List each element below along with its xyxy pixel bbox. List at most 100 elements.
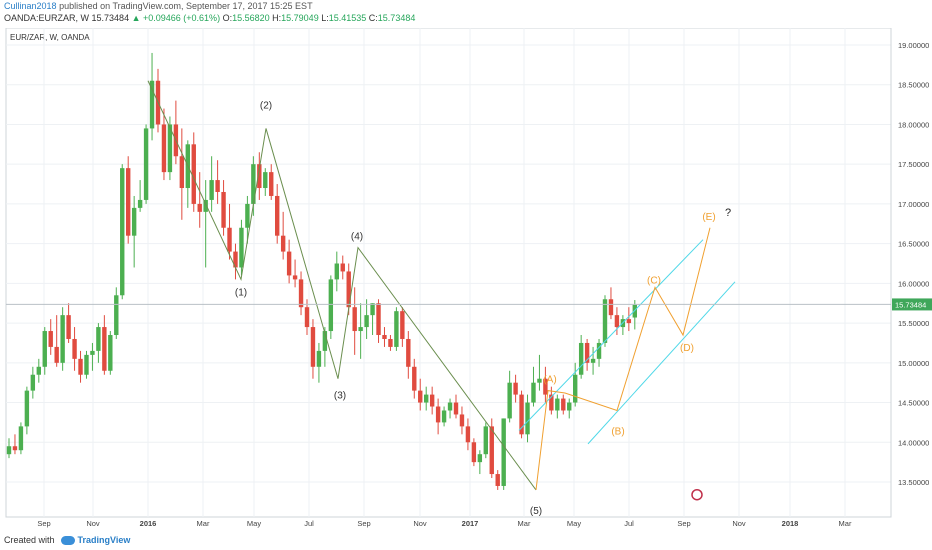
candles: [6, 52, 637, 490]
candle: [537, 354, 542, 391]
y-tick-label: 19.00000: [898, 41, 929, 50]
price-axis[interactable]: 13.50000 14.00000 14.50000 15.00000 15.50000…: [890, 28, 929, 517]
candle: [489, 418, 494, 479]
time-axis[interactable]: Sep Nov 2016 Mar May Jul Sep Nov 2017 Mar May Jul Se…: [37, 519, 852, 528]
candle: [435, 398, 441, 435]
candle-body: [376, 303, 381, 336]
candle: [12, 434, 18, 455]
candle: [614, 307, 620, 336]
tradingview-brand[interactable]: TradingView: [77, 535, 131, 545]
candle-body: [549, 394, 554, 411]
candle-body: [441, 410, 447, 423]
candle: [519, 390, 524, 439]
candle-body: [304, 307, 310, 328]
candle: [578, 335, 584, 379]
candle: [72, 327, 77, 371]
candle: [114, 287, 119, 339]
y-tick-label: 16.00000: [898, 279, 929, 288]
x-tick-label: Sep: [357, 519, 370, 528]
y-tick-label: 17.50000: [898, 160, 929, 169]
candle: [561, 394, 566, 415]
last-price-marker: 15.73484: [6, 298, 932, 311]
candle-body: [406, 338, 411, 367]
candle-body: [561, 398, 566, 411]
candle-body: [316, 350, 322, 367]
candle: [143, 124, 149, 204]
candle: [78, 350, 83, 383]
x-tick-label: May: [247, 519, 261, 528]
close-label: C:: [368, 13, 378, 23]
open-value: 15.56820: [232, 13, 270, 23]
candle-body: [120, 168, 125, 296]
candle-body: [114, 295, 119, 336]
candle-body: [418, 390, 423, 403]
candle: [406, 331, 411, 379]
last-price: 15.73484: [91, 13, 130, 23]
candle-body: [483, 426, 488, 455]
candle-body: [501, 418, 506, 486]
candle-body: [149, 80, 155, 129]
candle-body: [292, 275, 298, 280]
candle-body: [614, 315, 620, 328]
candle: [382, 327, 387, 347]
candle: [257, 152, 262, 200]
question-mark: ?: [725, 207, 731, 219]
impulse-wave-line: [147, 80, 537, 491]
candle-body: [435, 406, 441, 423]
candle: [280, 211, 286, 260]
x-tick-label: May: [567, 519, 581, 528]
candle-body: [495, 474, 500, 486]
candle-body: [245, 203, 250, 228]
candle-body: [382, 335, 387, 339]
candle-body: [453, 402, 459, 415]
candle-body: [275, 195, 280, 236]
candle-body: [596, 342, 602, 359]
candle: [42, 327, 47, 375]
candle: [626, 307, 632, 332]
footer: Created with TradingView: [0, 531, 932, 550]
candle: [90, 342, 95, 371]
x-tick-label: 2018: [782, 519, 799, 528]
candle: [584, 338, 590, 371]
candle-body: [537, 378, 542, 383]
candle: [531, 366, 536, 407]
candle-body: [227, 227, 232, 252]
candle-body: [578, 342, 584, 375]
candle-body: [555, 398, 560, 411]
candle: [632, 300, 637, 330]
candle: [573, 362, 578, 407]
candle: [567, 398, 572, 419]
candle: [54, 315, 59, 367]
candle: [453, 394, 459, 419]
candle: [120, 164, 125, 300]
wave-label: (3): [334, 391, 346, 402]
candle-body: [322, 331, 328, 351]
candle-body: [60, 315, 65, 363]
candle-body: [608, 299, 614, 316]
x-tick-label: 2017: [462, 519, 479, 528]
candle-body: [126, 168, 131, 236]
candle-body: [602, 299, 608, 343]
high-label: H:: [272, 13, 282, 23]
candle-body: [400, 311, 405, 339]
candle-body: [477, 454, 483, 463]
candle: [161, 108, 167, 181]
low-label: L:: [321, 13, 329, 23]
candle-body: [328, 279, 334, 332]
candle-body: [424, 394, 429, 403]
chart-title: EUR/ZAR, W, OANDA: [10, 33, 90, 42]
candle: [340, 255, 345, 280]
candle: [590, 346, 596, 375]
x-tick-label: Nov: [732, 519, 746, 528]
candle: [292, 259, 298, 288]
price-chart[interactable]: EUR/ZAR, W, OANDA (1)(2)(3)(4)(5)(A)(B)(…: [0, 28, 932, 531]
published-text: published on TradingView.com, September …: [59, 1, 313, 11]
candle: [60, 307, 65, 371]
open-label: O:: [222, 13, 233, 23]
candle-body: [513, 382, 518, 395]
author-link[interactable]: Cullinan2018: [4, 1, 57, 11]
publish-info: Cullinan2018 published on TradingView.co…: [4, 0, 924, 12]
candle-body: [18, 426, 24, 451]
candle-body: [334, 263, 339, 280]
plot-frame: [5, 28, 892, 518]
